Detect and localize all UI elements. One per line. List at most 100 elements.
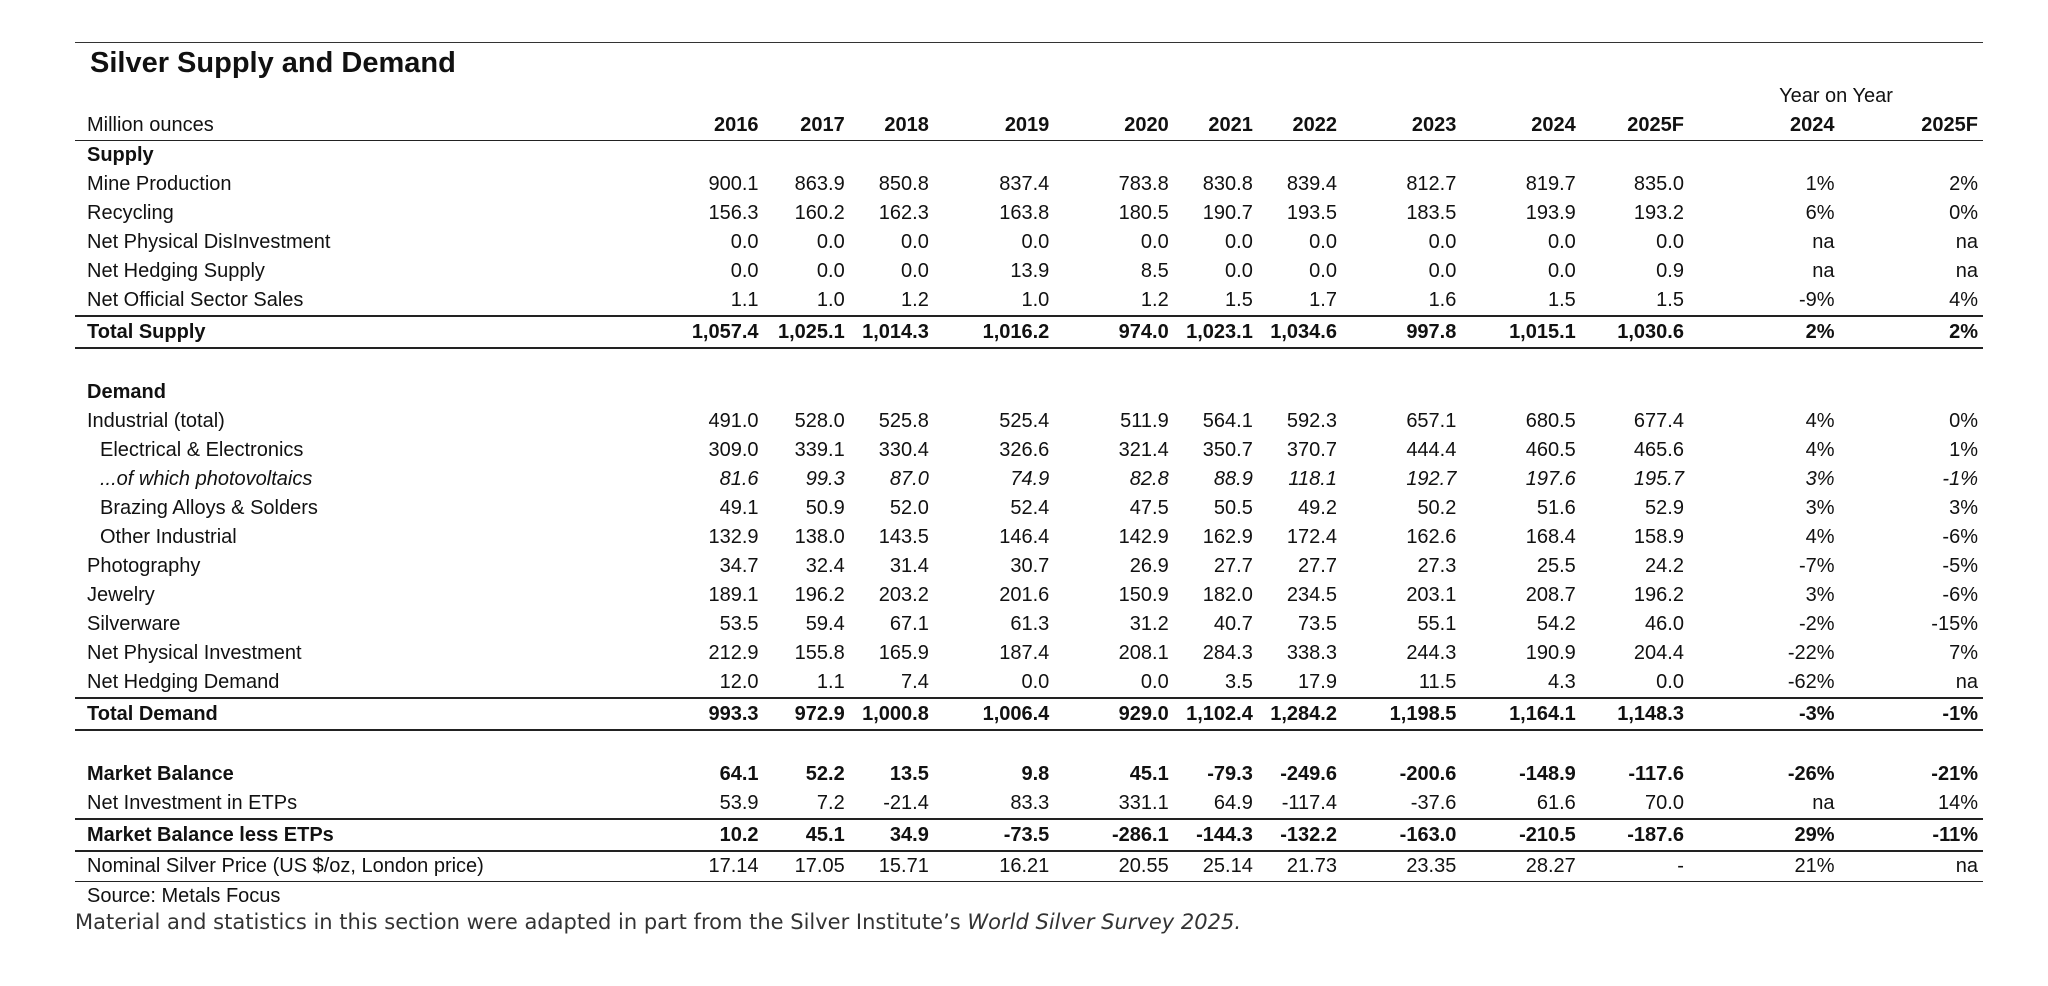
section-demand: Demand	[75, 378, 1983, 407]
table-title: Silver Supply and Demand	[90, 47, 456, 79]
value-cell: -249.6	[1280, 763, 1337, 785]
value-cell: 59.4	[805, 613, 845, 635]
value-cell: 929.0	[1054, 697, 1174, 731]
value-cell: 465.6	[1633, 439, 1684, 461]
value-cell: 87.0	[889, 468, 929, 490]
value-cell: 50.2	[1417, 497, 1457, 519]
value-cell: 67.1	[889, 613, 929, 635]
yoy-cell: 6%	[1805, 202, 1835, 224]
value-cell: 50.9	[805, 497, 845, 519]
value-cell: 162.6	[1406, 526, 1457, 548]
row-label: Total Demand	[75, 697, 678, 731]
value-cell: 192.7	[1406, 468, 1457, 490]
row-label: Recycling	[87, 202, 174, 224]
value-cell: 330.4	[878, 439, 929, 461]
spacer-cell	[75, 348, 1983, 378]
row-label: Market Balance	[87, 763, 234, 785]
value-cell: 155.8	[794, 642, 845, 664]
value-cell: -73.5	[933, 818, 1055, 852]
value-cell: 193.9	[1525, 202, 1576, 224]
value-cell: 31.4	[889, 555, 929, 577]
value-cell: 196.2	[794, 584, 845, 606]
value-cell: 1.6	[1428, 289, 1457, 311]
value-cell: 1.2	[1140, 289, 1169, 311]
yoy-cell: -7%	[1798, 555, 1835, 577]
value-cell: 1.2	[901, 289, 929, 311]
value-cell: 234.5	[1286, 584, 1337, 606]
year-header: 2025F	[1580, 111, 1689, 141]
yoy-cell: 2%	[1949, 173, 1978, 195]
yoy-cell: na	[1812, 231, 1835, 253]
value-cell: 564.1	[1202, 410, 1253, 432]
value-cell: 0.0	[1309, 260, 1337, 282]
value-cell: 70.0	[1645, 792, 1684, 814]
value-cell: -21.4	[883, 792, 929, 814]
value-cell: 50.5	[1213, 497, 1253, 519]
yoy-header: Year on Year	[1779, 85, 1893, 107]
yoy-cell: -2%	[1798, 613, 1835, 635]
yoy-cell: 0%	[1949, 202, 1978, 224]
value-cell: 160.2	[794, 202, 845, 224]
value-cell: 1.1	[816, 671, 845, 693]
value-cell: 3.5	[1225, 671, 1253, 693]
value-cell: 339.1	[794, 439, 845, 461]
value-cell: 17.9	[1298, 671, 1337, 693]
year-header: 2019	[933, 111, 1055, 141]
column-header-row: Million ounces 2016 2017 2018 2019 2020 2021 20…	[75, 111, 1983, 141]
value-cell: -37.6	[1410, 792, 1457, 814]
yoy-cell: -1%	[1942, 468, 1978, 490]
yoy-cell: na	[1955, 231, 1978, 253]
value-cell: -163.0	[1341, 818, 1462, 852]
value-cell: -132.2	[1257, 818, 1342, 852]
row-label: Photography	[87, 555, 201, 577]
value-cell: 30.7	[1010, 555, 1050, 577]
value-cell: 53.9	[719, 792, 759, 814]
spacer-cell	[75, 730, 1983, 760]
yoy-cell: na	[1955, 671, 1978, 693]
yoy-cell: 4%	[1805, 439, 1835, 461]
row-label: Net Physical Investment	[87, 642, 302, 664]
value-cell: 17.14	[677, 851, 764, 882]
value-cell: 1.1	[730, 289, 759, 311]
value-cell: 47.5	[1129, 497, 1169, 519]
value-cell: 172.4	[1286, 526, 1337, 548]
value-cell: 1.5	[1547, 289, 1576, 311]
value-cell: 201.6	[999, 584, 1050, 606]
yoy-cell: 1%	[1805, 173, 1835, 195]
units-label: Million ounces	[75, 111, 678, 141]
row-label: Market Balance less ETPs	[75, 818, 678, 852]
value-cell: 837.4	[999, 173, 1050, 195]
yoy-cell: -22%	[1787, 642, 1835, 664]
value-cell: 1,025.1	[763, 315, 850, 349]
table-row: Silverware 53.5 59.4 67.1 61.3 31.2 40.7 73.5 55…	[75, 610, 1983, 639]
value-cell: 1.7	[1309, 289, 1337, 311]
row-label: Silverware	[87, 613, 181, 635]
yoy-cell: -1%	[1839, 697, 1983, 731]
row-label: Total Supply	[75, 315, 678, 349]
table-row: Net Investment in ETPs 53.9 7.2 -21.4 83.3 33…	[75, 789, 1983, 819]
value-cell: -	[1580, 851, 1689, 882]
year-header: 2020	[1054, 111, 1174, 141]
value-cell: 1,023.1	[1173, 315, 1258, 349]
table-row: Photography 34.7 32.4 31.4 30.7 26.9 27.7 27.7 2…	[75, 552, 1983, 581]
value-cell: 0.0	[1140, 231, 1169, 253]
value-cell: 338.3	[1286, 642, 1337, 664]
table-row: Electrical & Electronics 309.0 339.1 330.4 3…	[75, 436, 1983, 465]
value-cell: 1,006.4	[933, 697, 1055, 731]
value-cell: 46.0	[1645, 613, 1684, 635]
value-cell: -148.9	[1519, 763, 1576, 785]
top-rule	[75, 42, 1983, 43]
value-cell: 25.5	[1536, 555, 1576, 577]
value-cell: 974.0	[1054, 315, 1174, 349]
table-row: Brazing Alloys & Solders 49.1 50.9 52.0 52.4…	[75, 494, 1983, 523]
yoy-cell: -6%	[1942, 584, 1978, 606]
yoy-cell: 0%	[1949, 410, 1978, 432]
value-cell: 0.0	[1428, 231, 1457, 253]
value-cell: 863.9	[794, 173, 845, 195]
value-cell: 138.0	[794, 526, 845, 548]
section-label: Demand	[87, 381, 166, 403]
yoy-year-header: 2025F	[1839, 111, 1983, 141]
value-cell: 1,030.6	[1580, 315, 1689, 349]
value-cell: 49.1	[719, 497, 759, 519]
value-cell: 0.0	[1140, 671, 1169, 693]
